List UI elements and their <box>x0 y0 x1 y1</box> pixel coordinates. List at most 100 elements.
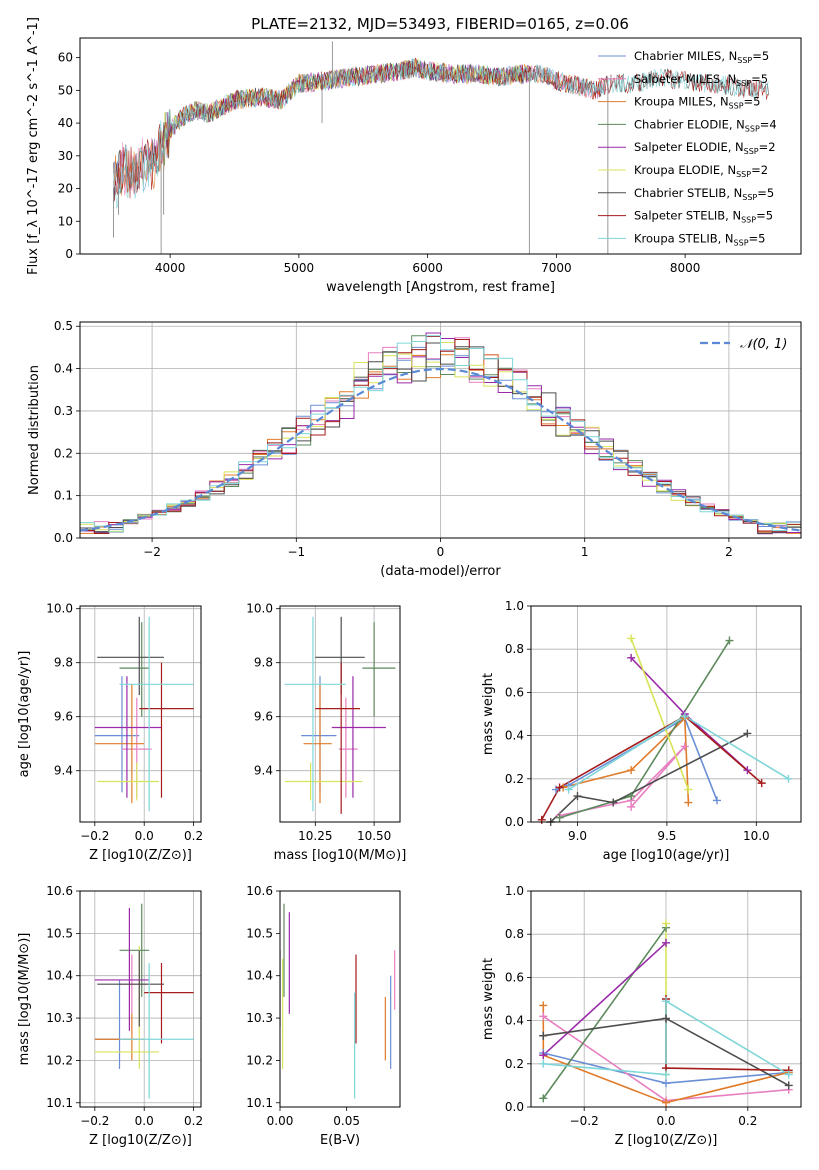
x-tick-label: 10.25 <box>298 829 332 843</box>
weight-marker <box>662 919 670 928</box>
axes-frame <box>530 605 802 823</box>
axes-frame <box>279 605 401 823</box>
y-tick-label: 10.4 <box>46 969 73 983</box>
legend-entry: Kroupa ELODIE, NSSP=2 <box>634 163 768 179</box>
x-tick-label: 8000 <box>670 261 701 275</box>
y-tick-label: 0.2 <box>505 772 524 786</box>
axes-frame <box>279 890 401 1108</box>
plot-area <box>540 638 789 822</box>
histogram-step <box>80 335 801 533</box>
figure-title: PLATE=2132, MJD=53493, FIBERID=0165, z=0… <box>251 15 629 33</box>
weight-marker <box>784 774 793 783</box>
x-tick-label: −0.2 <box>570 1114 599 1128</box>
y-tick-label: 10.5 <box>246 926 273 940</box>
y-tick-label: 60 <box>58 51 73 65</box>
legend-sub: SSP <box>734 238 749 247</box>
y-tick-label: 9.4 <box>54 764 73 778</box>
legend-entry: Salpeter ELODIE, NSSP=2 <box>634 140 776 156</box>
y-tick-label: 10.0 <box>246 602 273 616</box>
x-tick-label: −1 <box>287 545 305 559</box>
legend-sub: SSP <box>729 102 744 111</box>
x-tick-label: 0.00 <box>267 1114 294 1128</box>
y-tick-label: 0.4 <box>505 729 524 743</box>
weight-marker <box>784 1070 793 1079</box>
legend-entry: Salpeter MILES, NSSP=5 <box>634 72 768 88</box>
x-tick-label: 9.5 <box>657 829 676 843</box>
legend-suffix: =2 <box>751 163 768 177</box>
legend-text: Kroupa ELODIE, N <box>634 163 736 177</box>
x-tick-label: −0.2 <box>80 1114 109 1128</box>
legend-entry: Salpeter STELIB, NSSP=5 <box>634 209 773 225</box>
legend-entry: Chabrier ELODIE, NSSP=4 <box>634 117 777 133</box>
weight-marker <box>539 1031 548 1040</box>
y-tick-label: 10.4 <box>246 969 273 983</box>
weight-marker <box>555 813 564 822</box>
weight-line <box>630 638 690 790</box>
weight-marker <box>662 1098 670 1107</box>
legend-sub: SSP <box>736 79 751 88</box>
weight-marker <box>680 742 689 751</box>
x-tick-label: 0.2 <box>184 829 203 843</box>
y-tick-label: 0 <box>65 247 73 261</box>
weight-marker <box>539 1051 548 1060</box>
y-tick-label: 0.4 <box>505 1014 524 1028</box>
plot-area <box>280 903 396 1099</box>
plot-area <box>80 332 801 535</box>
weight-marker <box>662 1070 670 1079</box>
x-tick-label: 1 <box>581 545 589 559</box>
legend-text: Kroupa STELIB, N <box>634 231 734 245</box>
x-tick-label: 0.2 <box>738 1114 757 1128</box>
weight-marker <box>539 1001 548 1010</box>
x-axis-label: E(B-V) <box>320 1133 360 1148</box>
legend-entry: 𝒩(0, 1) <box>740 337 787 352</box>
x-tick-label: 4000 <box>155 261 186 275</box>
x-tick-label: 0 <box>437 545 445 559</box>
plot-area <box>94 903 194 1099</box>
y-tick-label: 10.3 <box>246 1011 273 1025</box>
y-tick-label: 30 <box>58 149 73 163</box>
weight-marker <box>627 792 636 801</box>
weight-line <box>543 999 790 1076</box>
legend-suffix: =5 <box>751 72 768 86</box>
legend-entry: Kroupa MILES, NSSP=5 <box>634 95 760 111</box>
y-tick-label: 10.1 <box>246 1096 273 1110</box>
weight-marker <box>539 1012 548 1021</box>
legend-suffix: =2 <box>759 140 776 154</box>
spectrum-line <box>113 57 769 209</box>
y-tick-label: 9.6 <box>54 710 73 724</box>
x-axis-label: Z [log10(Z/Z⊙)] <box>89 1133 192 1148</box>
weight-marker <box>539 1059 548 1068</box>
y-tick-label: 9.8 <box>54 656 73 670</box>
panel-age-vs-Z: −0.2 0.0 0.2 9.4 9.6 9.8 10.0 Z [log10(Z/Z⊙)] ag… <box>17 602 203 863</box>
weight-line <box>665 999 789 1072</box>
y-tick-label: 10.5 <box>46 926 73 940</box>
axes-frame <box>79 37 802 255</box>
weight-line <box>542 1005 789 1104</box>
weight-marker <box>684 798 693 807</box>
x-tick-label: −0.2 <box>80 829 109 843</box>
x-axis-label: age [log10(age/yr)] <box>603 848 730 863</box>
y-tick-label: 20 <box>58 182 73 196</box>
y-tick-label: 0.0 <box>505 1100 524 1114</box>
x-tick-label: 10.50 <box>357 829 391 843</box>
weight-marker <box>573 792 582 801</box>
y-tick-label: 9.6 <box>254 710 273 724</box>
plot-area <box>113 41 769 254</box>
x-tick-label: 0.0 <box>135 1114 154 1128</box>
weight-marker <box>609 798 618 807</box>
normal-curve <box>80 367 801 532</box>
panel-mass-vs-Z: −0.2 0.0 0.2 10.1 10.2 10.3 10.4 10.5 10.6 Z [log… <box>17 884 203 1148</box>
y-tick-label: 0.6 <box>505 970 524 984</box>
plot-area <box>284 616 396 814</box>
plot-area <box>94 616 194 812</box>
weight-line <box>542 927 667 1099</box>
x-tick-label: 0.0 <box>656 1114 675 1128</box>
weight-line <box>540 715 763 821</box>
y-axis-label: age [log10(age/yr)] <box>17 651 32 778</box>
y-tick-label: 40 <box>58 116 73 130</box>
y-tick-label: 0.5 <box>54 319 73 333</box>
panel-weight-vs-Z: −0.2 0.0 0.2 0.0 0.2 0.4 0.6 0.8 1.0 Z [log10(Z/Z… <box>481 884 802 1148</box>
legend-entry: Chabrier STELIB, NSSP=5 <box>634 186 774 202</box>
weight-marker <box>784 1081 793 1090</box>
x-tick-label: 0.05 <box>333 1114 360 1128</box>
